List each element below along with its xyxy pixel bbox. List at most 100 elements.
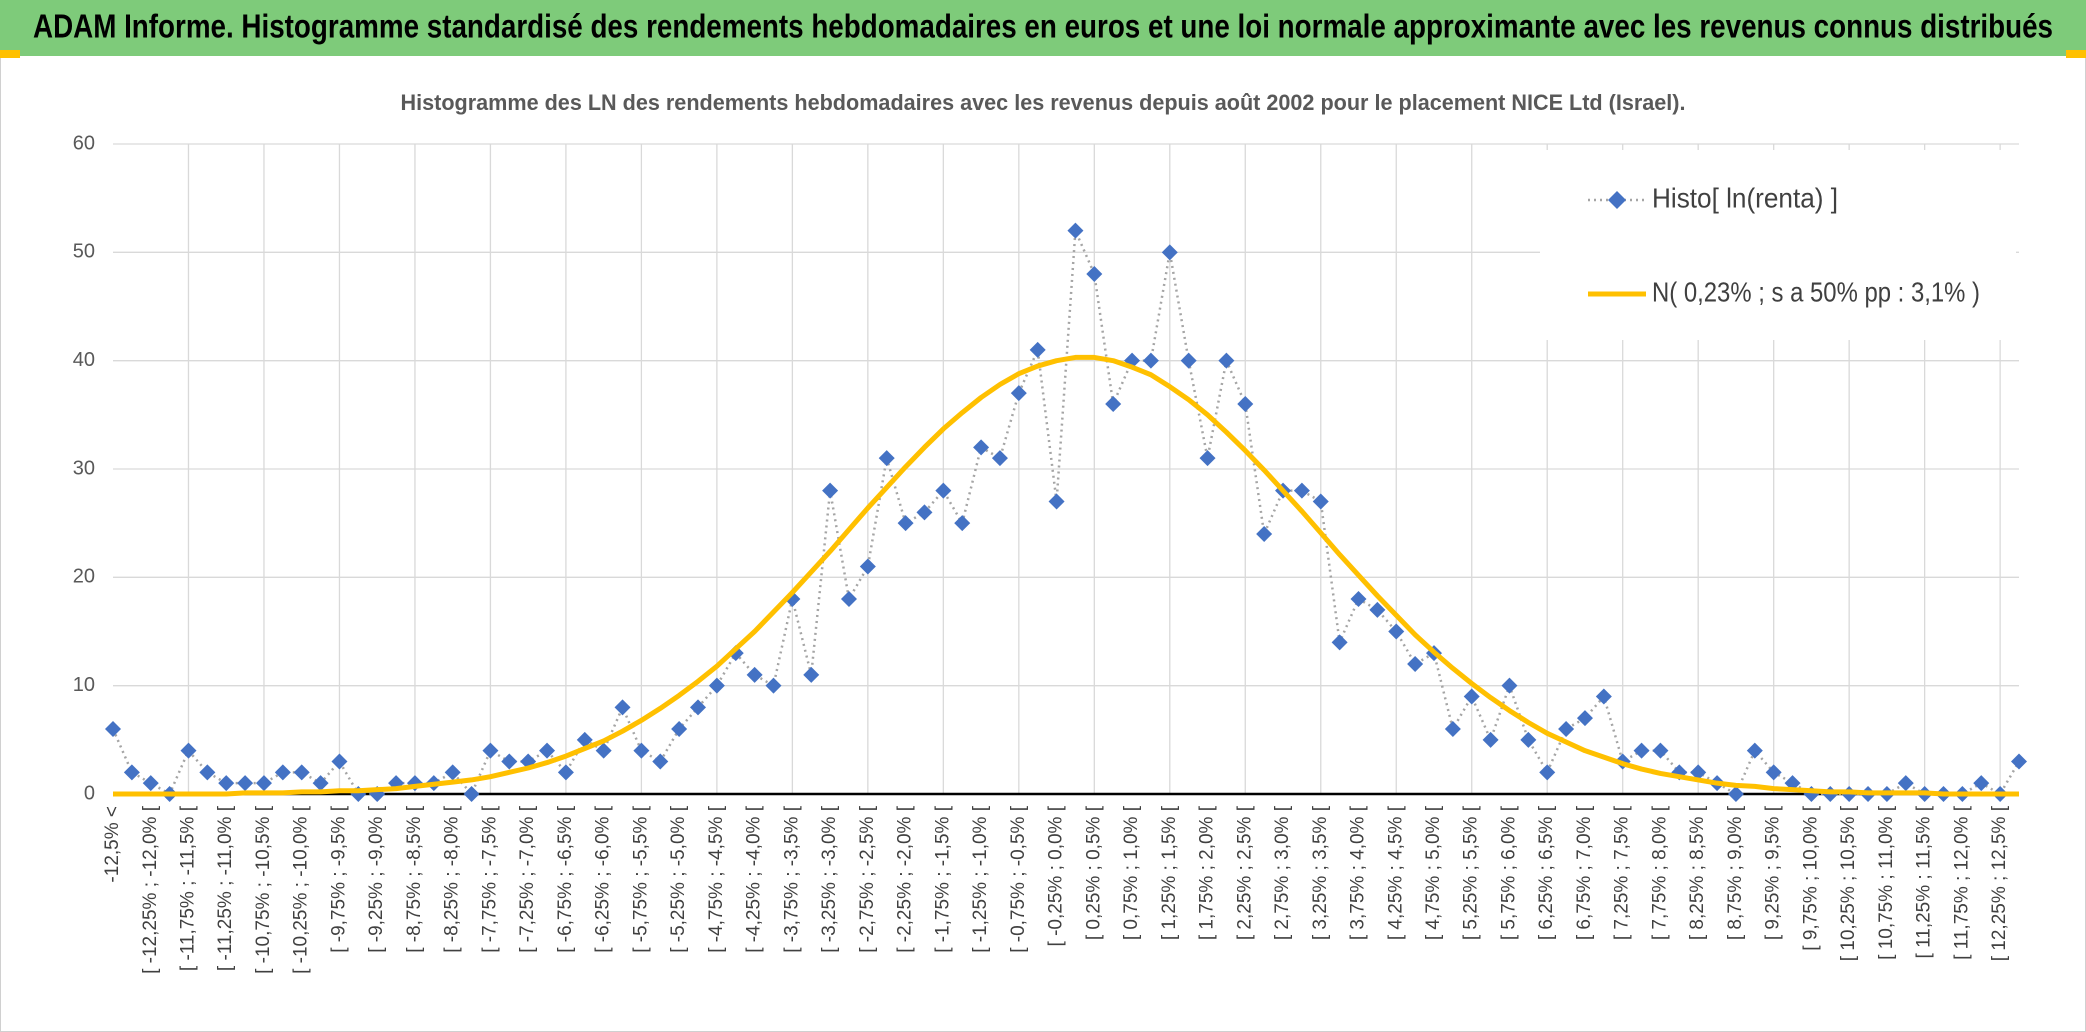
banner <box>0 0 2086 56</box>
x-tick-label: [ 0,75% ; 1,0% [ <box>1121 805 1142 940</box>
x-tick-label: [ 4,75% ; 5,0% [ <box>1423 805 1444 940</box>
x-tick-label: [ -9,75% ; -9,5% [ <box>328 805 349 953</box>
x-tick-label: [ 6,75% ; 7,0% [ <box>1574 805 1595 940</box>
point-marker <box>105 721 121 737</box>
point-marker <box>312 775 329 792</box>
x-tick-label: [ -8,75% ; -8,5% [ <box>404 805 425 953</box>
point-marker <box>916 504 933 521</box>
x-tick-label: [ 11,25% ; 11,5% [ <box>1914 805 1935 958</box>
x-tick-label: [ -4,75% ; -4,5% [ <box>706 805 727 953</box>
point-marker <box>1539 764 1556 781</box>
point-marker <box>1199 450 1216 467</box>
point-marker <box>1086 266 1103 282</box>
x-tick-label: [ 1,75% ; 2,0% [ <box>1197 805 1218 940</box>
point-marker <box>765 677 782 694</box>
x-tick-label: [ -8,25% ; -8,0% [ <box>442 805 463 953</box>
y-tick-label: 10 <box>73 674 95 696</box>
y-tick-label: 0 <box>84 782 95 804</box>
point-marker <box>1690 764 1707 781</box>
point-marker <box>1595 688 1612 705</box>
y-tick-label: 20 <box>73 566 95 588</box>
x-tick-label: [ 11,75% ; 12,0% [ <box>1951 805 1972 960</box>
x-tick-label: [ -2,25% ; -2,0% [ <box>895 805 916 953</box>
x-tick-label: [ 8,25% ; 8,5% [ <box>1687 805 1708 940</box>
x-tick-label: [ 8,75% ; 9,0% [ <box>1725 805 1746 940</box>
x-tick-label: [ -4,25% ; -4,0% [ <box>744 805 765 953</box>
point-marker <box>218 775 235 792</box>
x-tick-label: [ -6,75% ; -6,5% [ <box>555 805 576 953</box>
banner-title: ADAM Informe. Histogramme standardisé de… <box>33 8 2053 45</box>
point-marker <box>1048 493 1065 510</box>
point-marker <box>1482 731 1499 748</box>
legend-label: N( 0,23% ; s a 50% pp : 3,1% ) <box>1652 276 1980 307</box>
point-marker <box>1407 656 1424 672</box>
y-tick-label: 60 <box>73 132 95 154</box>
point-marker <box>1746 742 1763 759</box>
series-line <box>113 354 2019 797</box>
point-marker <box>690 699 707 716</box>
x-tick-label: [ 3,75% ; 4,0% [ <box>1348 805 1369 940</box>
point-marker <box>2011 753 2027 770</box>
point-marker <box>1142 352 1159 369</box>
point-marker <box>671 721 688 737</box>
point-marker <box>557 764 574 781</box>
point-marker <box>1293 482 1310 499</box>
point-marker <box>1180 352 1197 369</box>
x-tick-label: [ 3,25% ; 3,5% [ <box>1310 805 1331 940</box>
point-marker <box>633 742 650 759</box>
legend-label: Histo[ ln(renta) ] <box>1652 182 1838 213</box>
point-marker <box>444 764 461 781</box>
x-tick-label: [ -3,75% ; -3,5% [ <box>781 805 802 953</box>
x-tick-label: [ 5,25% ; 5,5% [ <box>1461 805 1482 940</box>
point-marker <box>840 591 857 607</box>
x-tick-label: [ 2,75% ; 3,0% [ <box>1272 805 1293 940</box>
x-tick-label: [ -0,75% ; -0,5% [ <box>1008 805 1029 953</box>
point-marker <box>1067 222 1084 239</box>
point-marker <box>1444 721 1461 737</box>
point-marker <box>482 742 499 759</box>
point-marker <box>463 786 480 802</box>
x-tick-label: [ 10,75% ; 11,0% [ <box>1876 805 1897 960</box>
point-marker <box>1369 601 1386 618</box>
x-tick-label: [ -10,75% ; -10,5% [ <box>253 805 274 974</box>
point-marker <box>1520 731 1537 748</box>
point-marker <box>614 699 631 716</box>
point-marker <box>1388 623 1405 640</box>
x-tick-label: [ -11,25% ; -11,0% [ <box>215 805 236 971</box>
point-marker <box>1350 591 1367 607</box>
point-marker <box>1576 710 1593 727</box>
x-tick-label: [ 10,25% ; 10,5% [ <box>1838 805 1859 961</box>
point-marker <box>123 764 140 781</box>
point-marker <box>293 764 310 781</box>
x-tick-label: [ 9,25% ; 9,5% [ <box>1763 805 1784 940</box>
point-marker <box>973 439 990 456</box>
point-marker <box>1765 764 1782 781</box>
x-tick-label: [ 7,75% ; 8,0% [ <box>1649 805 1670 940</box>
point-marker <box>859 558 876 575</box>
x-tick-label: [ -9,25% ; -9,0% [ <box>366 805 387 953</box>
x-tick-label: [ -1,75% ; -1,5% [ <box>932 805 953 953</box>
banner-accent <box>2066 50 2086 58</box>
x-tick-label: [ -5,75% ; -5,5% [ <box>630 805 651 953</box>
point-marker <box>595 742 612 759</box>
point-marker <box>1237 396 1254 412</box>
point-marker <box>1161 244 1178 261</box>
point-marker <box>331 753 348 770</box>
x-tick-label: [ 0,25% ; 0,5% [ <box>1083 805 1104 940</box>
point-marker <box>822 482 839 499</box>
point-marker <box>1652 742 1669 759</box>
point-marker <box>576 731 593 748</box>
x-tick-label: [ -7,75% ; -7,5% [ <box>479 805 500 953</box>
point-marker <box>1463 688 1480 705</box>
point-marker <box>142 775 159 792</box>
x-tick-label: [ -12,25% ; -12,0% [ <box>140 805 161 974</box>
point-marker <box>1105 396 1122 412</box>
chart-title: Histogramme des LN des rendements hebdom… <box>401 90 1686 115</box>
x-tick-label: [ -7,25% ; -7,0% [ <box>517 805 538 953</box>
point-marker <box>1897 775 1914 792</box>
point-marker <box>1331 634 1348 651</box>
x-tick-label: [ -1,25% ; -1,0% [ <box>970 805 991 953</box>
legend-marker <box>1608 191 1626 209</box>
x-tick-label: [ -2,75% ; -2,5% [ <box>857 805 878 953</box>
